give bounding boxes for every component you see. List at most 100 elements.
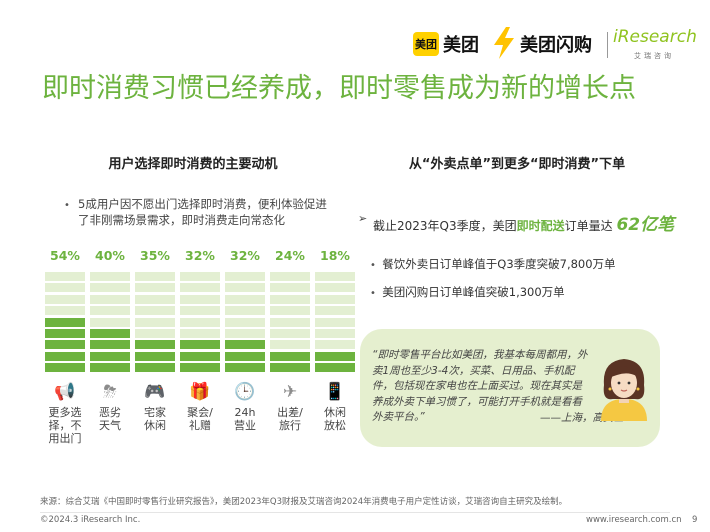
bar-value-label: 32%	[185, 248, 215, 263]
bar-segment	[90, 328, 130, 338]
bar-segment	[315, 272, 355, 281]
bar-segment	[45, 340, 85, 350]
category-label: 休闲 放松	[315, 406, 355, 432]
bar-segment	[180, 328, 220, 338]
meituan-shangou-logo-text: 美团闪购	[520, 35, 592, 56]
category-label-line: 营业	[234, 419, 256, 432]
quote-text: “即时零售平台比如美团，我基本每周都用，外卖1周也至少3-4次，买菜、日用品、手…	[372, 349, 588, 423]
highlight-strong: 即时配送	[516, 219, 565, 233]
bar-segment	[90, 351, 130, 361]
bar-value-label: 32%	[230, 248, 260, 263]
clock-24h-icon: 🕒	[234, 382, 256, 402]
bar-segment	[270, 306, 310, 316]
megaphone-icon: 📢	[54, 382, 76, 402]
bar	[270, 272, 310, 372]
category-label: 出差/旅行	[270, 406, 310, 432]
phone-icon: 📱	[324, 382, 346, 402]
sub-bullet-text: 餐饮外卖日订单峰值于Q3季度突破7,800万单	[382, 257, 616, 271]
bar-segment	[270, 340, 310, 350]
category-label: 宅家 休闲	[135, 406, 175, 432]
bar-segment	[270, 363, 310, 372]
bar-segment	[225, 328, 265, 338]
bar	[225, 272, 265, 372]
bar-segment	[90, 340, 130, 350]
category-label: 聚会/礼赠	[180, 406, 220, 432]
bar-value-label: 24%	[275, 248, 305, 263]
footer-divider	[40, 512, 670, 513]
category-label-line: 宅家	[144, 406, 166, 419]
bar-segment	[135, 294, 175, 304]
bar-segment	[180, 272, 220, 281]
sub-bullet-text: 美团闪购日订单峰值突破1,300万单	[382, 285, 565, 299]
bar-segment	[90, 272, 130, 281]
bar-segment	[225, 317, 265, 327]
bar-segment	[135, 351, 175, 361]
bar-segment	[225, 306, 265, 316]
bar-segment	[135, 317, 175, 327]
bar-value-label: 54%	[50, 248, 80, 263]
travel-icon: ✈	[282, 382, 298, 402]
category-label-line: 天气	[99, 419, 121, 432]
bar-segment	[315, 306, 355, 316]
bar-segment	[225, 351, 265, 361]
category-label-line: 24h	[234, 406, 256, 419]
meituan-logo-box: 美团	[413, 32, 439, 56]
bar-segment	[315, 351, 355, 361]
bar-segment	[270, 351, 310, 361]
page-number: 9	[692, 515, 698, 525]
category-label-line: 用出门	[48, 432, 82, 445]
bar-segment	[315, 363, 355, 372]
bar-segment	[90, 317, 130, 327]
iresearch-logo-subtitle: 艾瑞咨询	[634, 52, 674, 60]
bar-segment	[180, 283, 220, 293]
bar-segment	[225, 340, 265, 350]
bar-segment	[45, 363, 85, 372]
bar-segment	[90, 294, 130, 304]
source-note: 来源：综合艾瑞《中国即时零售行业研究报告》，美团2023年Q3财报及艾瑞咨询20…	[40, 497, 568, 507]
bar-segment	[180, 363, 220, 372]
meituan-logo-text: 美团	[443, 35, 479, 56]
bar-segment	[180, 317, 220, 327]
bar-segment	[315, 328, 355, 338]
bullet-dot: •	[370, 288, 383, 299]
gift-icon: 🎁	[189, 382, 211, 402]
woman-avatar-icon	[601, 359, 647, 421]
bar-segment	[45, 294, 85, 304]
bar-segment	[225, 272, 265, 281]
bar-segment	[90, 283, 130, 293]
right-panel-heading: 从“外卖点单”到更多“即时消费”下单	[408, 157, 626, 172]
bar-segment	[90, 306, 130, 316]
bar-segment	[225, 294, 265, 304]
highlight-statement: 截止2023年Q3季度，美团即时配送订单量达 62亿笔	[373, 210, 674, 235]
bar-segment	[270, 294, 310, 304]
website-url: www.iresearch.com.cn	[586, 515, 682, 525]
lightning-bolt-icon	[494, 27, 514, 59]
bar-segment	[135, 272, 175, 281]
category-label-line: 旅行	[279, 419, 301, 432]
bar-segment	[45, 283, 85, 293]
bar-segment	[270, 272, 310, 281]
category-label-line: 休闲	[324, 406, 346, 419]
page-title: 即时消费习惯已经养成，即时零售成为新的增长点	[42, 73, 636, 104]
bar-segment	[45, 351, 85, 361]
category-label: 24h 营业	[225, 406, 265, 432]
motivation-bar-chart: 54% 📢 更多选 择，不 用出门 40% ⛈ 恶劣 天气 35% 🎮 宅家 休闲 32% 🎁 聚会/礼赠 32…	[40, 248, 355, 448]
logo-divider	[607, 32, 608, 58]
category-label-line: 放松	[324, 419, 346, 432]
bar-segment	[270, 317, 310, 327]
gamepad-icon: 🎮	[144, 382, 166, 402]
bar-segment	[270, 328, 310, 338]
category-label: 更多选 择，不 用出门	[45, 406, 85, 445]
bar-segment	[135, 306, 175, 316]
category-label: 恶劣 天气	[90, 406, 130, 432]
arrow-bullet-icon: ➢	[358, 212, 368, 225]
storm-icon: ⛈	[103, 382, 117, 402]
bar-segment	[315, 340, 355, 350]
bar-segment	[45, 272, 85, 281]
left-panel-heading: 用户选择即时消费的主要动机	[108, 157, 278, 172]
bar-segment	[45, 317, 85, 327]
bar-segment	[135, 340, 175, 350]
bar-segment	[315, 317, 355, 327]
iresearch-logo: iResearch	[613, 27, 697, 47]
sub-bullet-2: • 美团闪购日订单峰值突破1,300万单	[370, 284, 565, 300]
